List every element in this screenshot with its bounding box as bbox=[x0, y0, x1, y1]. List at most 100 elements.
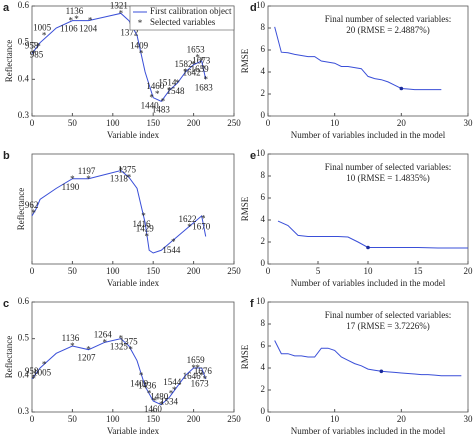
panel-label: e bbox=[250, 150, 256, 162]
point-label: 985 bbox=[30, 49, 44, 59]
point-label: 1325 bbox=[110, 342, 129, 352]
selected-point: * bbox=[175, 78, 180, 88]
x-tick-label: 100 bbox=[106, 414, 120, 424]
selected-point: * bbox=[172, 385, 177, 395]
y-tick-label: 10 bbox=[256, 148, 266, 158]
point-label: 1483 bbox=[152, 104, 171, 114]
selected-point: * bbox=[70, 341, 75, 351]
x-axis-label: Variable index bbox=[107, 278, 160, 288]
x-tick-label: 250 bbox=[227, 266, 241, 276]
panel-label: b bbox=[3, 150, 10, 162]
x-axis-label: Number of variables included in the mode… bbox=[291, 426, 446, 436]
x-tick-label: 0 bbox=[30, 118, 35, 128]
x-axis-label: Number of variables included in the mode… bbox=[291, 130, 446, 140]
y-tick-label: 4 bbox=[261, 362, 266, 372]
selected-point: * bbox=[74, 14, 79, 24]
selected-point: * bbox=[195, 52, 200, 62]
y-tick-label: 8 bbox=[261, 22, 266, 32]
y-tick-label: 0.3 bbox=[18, 110, 30, 120]
selected-point: * bbox=[42, 359, 47, 369]
y-axis-label: Reflectance bbox=[4, 336, 14, 378]
annotation: 17 (RMSE = 3.7226%) bbox=[346, 321, 430, 331]
data-line bbox=[31, 12, 207, 102]
x-tick-label: 20 bbox=[464, 266, 474, 276]
selected-point: * bbox=[153, 396, 158, 406]
selected-point: * bbox=[69, 16, 74, 26]
annotation: 10 (RMSE = 1.4835%) bbox=[346, 173, 430, 183]
data-line bbox=[277, 220, 468, 249]
selected-point: * bbox=[139, 49, 144, 59]
x-tick-label: 0 bbox=[266, 266, 271, 276]
y-tick-label: 8 bbox=[261, 318, 266, 328]
selected-point: * bbox=[149, 93, 154, 103]
point-label: 1534 bbox=[160, 397, 179, 407]
selected-point: * bbox=[159, 400, 164, 410]
point-label: 1460 bbox=[144, 404, 163, 414]
plot-frame bbox=[267, 5, 469, 117]
y-axis-label: RMSE bbox=[240, 344, 250, 369]
point-label: 1429 bbox=[136, 224, 155, 234]
point-label: 1673 bbox=[191, 378, 210, 388]
y-axis-label: Reflectance bbox=[4, 40, 14, 82]
y-tick-label: 0 bbox=[261, 110, 266, 120]
selected-point: * bbox=[201, 214, 206, 224]
data-line bbox=[31, 169, 207, 254]
y-tick-label: 0.4 bbox=[18, 369, 30, 379]
point-label: 1659 bbox=[191, 64, 210, 74]
selected-point: * bbox=[86, 174, 91, 184]
x-tick-label: 200 bbox=[187, 118, 201, 128]
point-label: 1480 bbox=[150, 392, 169, 402]
selected-point: * bbox=[147, 389, 152, 399]
selected-point: * bbox=[169, 389, 174, 399]
plot-frame bbox=[267, 301, 469, 413]
data-line bbox=[274, 340, 462, 377]
selected-point: * bbox=[36, 41, 41, 51]
selected-point: * bbox=[187, 222, 192, 232]
x-tick-label: 20 bbox=[397, 118, 407, 128]
selected-point: * bbox=[102, 337, 107, 347]
y-tick-label: 2 bbox=[261, 88, 266, 98]
x-tick-label: 0 bbox=[30, 266, 35, 276]
point-label: 958 bbox=[25, 41, 39, 51]
point-label: 1544 bbox=[162, 245, 181, 255]
y-tick-label: 0.5 bbox=[18, 37, 30, 47]
selected-point: * bbox=[161, 96, 166, 106]
y-tick-label: 2 bbox=[261, 384, 266, 394]
y-tick-label: 6 bbox=[261, 44, 266, 54]
selected-point: * bbox=[203, 374, 208, 384]
x-tick-label: 30 bbox=[464, 414, 474, 424]
x-tick-label: 150 bbox=[146, 414, 160, 424]
x-tick-label: 50 bbox=[68, 414, 78, 424]
selected-point: * bbox=[191, 60, 196, 70]
selected-point: * bbox=[191, 363, 196, 373]
x-tick-label: 20 bbox=[397, 414, 407, 424]
point-label: 1544 bbox=[163, 377, 182, 387]
x-tick-label: 0 bbox=[30, 414, 35, 424]
point-label: 1190 bbox=[62, 182, 80, 192]
point-label: 1460 bbox=[146, 81, 165, 91]
y-tick-label: 0.3 bbox=[18, 406, 30, 416]
data-line bbox=[31, 338, 207, 406]
final-selection-marker bbox=[379, 369, 384, 374]
point-label: 1436 bbox=[138, 381, 157, 391]
x-tick-label: 200 bbox=[187, 414, 201, 424]
x-tick-label: 10 bbox=[330, 414, 340, 424]
x-tick-label: 150 bbox=[146, 118, 160, 128]
legend-label: Selected variables bbox=[150, 17, 216, 27]
y-tick-label: 6 bbox=[261, 340, 266, 350]
x-tick-label: 0 bbox=[266, 414, 271, 424]
selected-point: * bbox=[119, 166, 124, 176]
x-tick-label: 50 bbox=[68, 118, 78, 128]
panel-label: f bbox=[250, 298, 254, 310]
point-label: 1005 bbox=[33, 367, 52, 377]
selected-point: * bbox=[139, 370, 144, 380]
point-label: 1673 bbox=[192, 55, 211, 65]
data-line bbox=[274, 26, 442, 91]
point-label: 962 bbox=[25, 200, 39, 210]
y-tick-label: 0.6 bbox=[18, 0, 30, 10]
selected-point: * bbox=[171, 237, 176, 247]
selected-point: * bbox=[31, 374, 36, 384]
point-label: 1204 bbox=[79, 24, 98, 34]
point-label: 1409 bbox=[130, 41, 149, 51]
selected-point: * bbox=[119, 334, 124, 344]
